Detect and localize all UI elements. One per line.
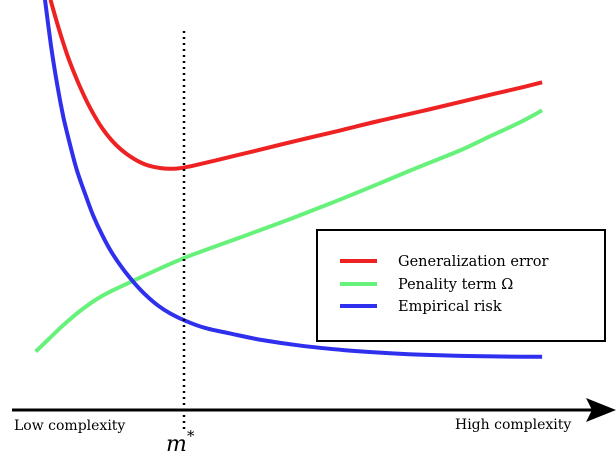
legend-label-2: Penality term Ω	[398, 277, 513, 293]
x-axis-high-label: High complexity	[455, 417, 571, 433]
optimum-marker-label: m	[166, 432, 187, 457]
series-line-1	[48, 0, 543, 171]
series-line-3	[43, 0, 543, 359]
x-axis-low-label: Low complexity	[14, 418, 125, 434]
legend-label-1: Generalization error	[398, 254, 549, 270]
legend-label-3: Empirical risk	[398, 299, 502, 315]
optimum-marker-superscript: *	[187, 427, 195, 445]
curves-layer	[34, 0, 544, 359]
legend-entries: Generalization error Penality term Ω Empir…	[340, 254, 549, 315]
series-line-2	[34, 108, 544, 354]
legend: Generalization error Penality term Ω Empir…	[316, 229, 606, 342]
x-axis-arrowhead	[586, 398, 616, 422]
